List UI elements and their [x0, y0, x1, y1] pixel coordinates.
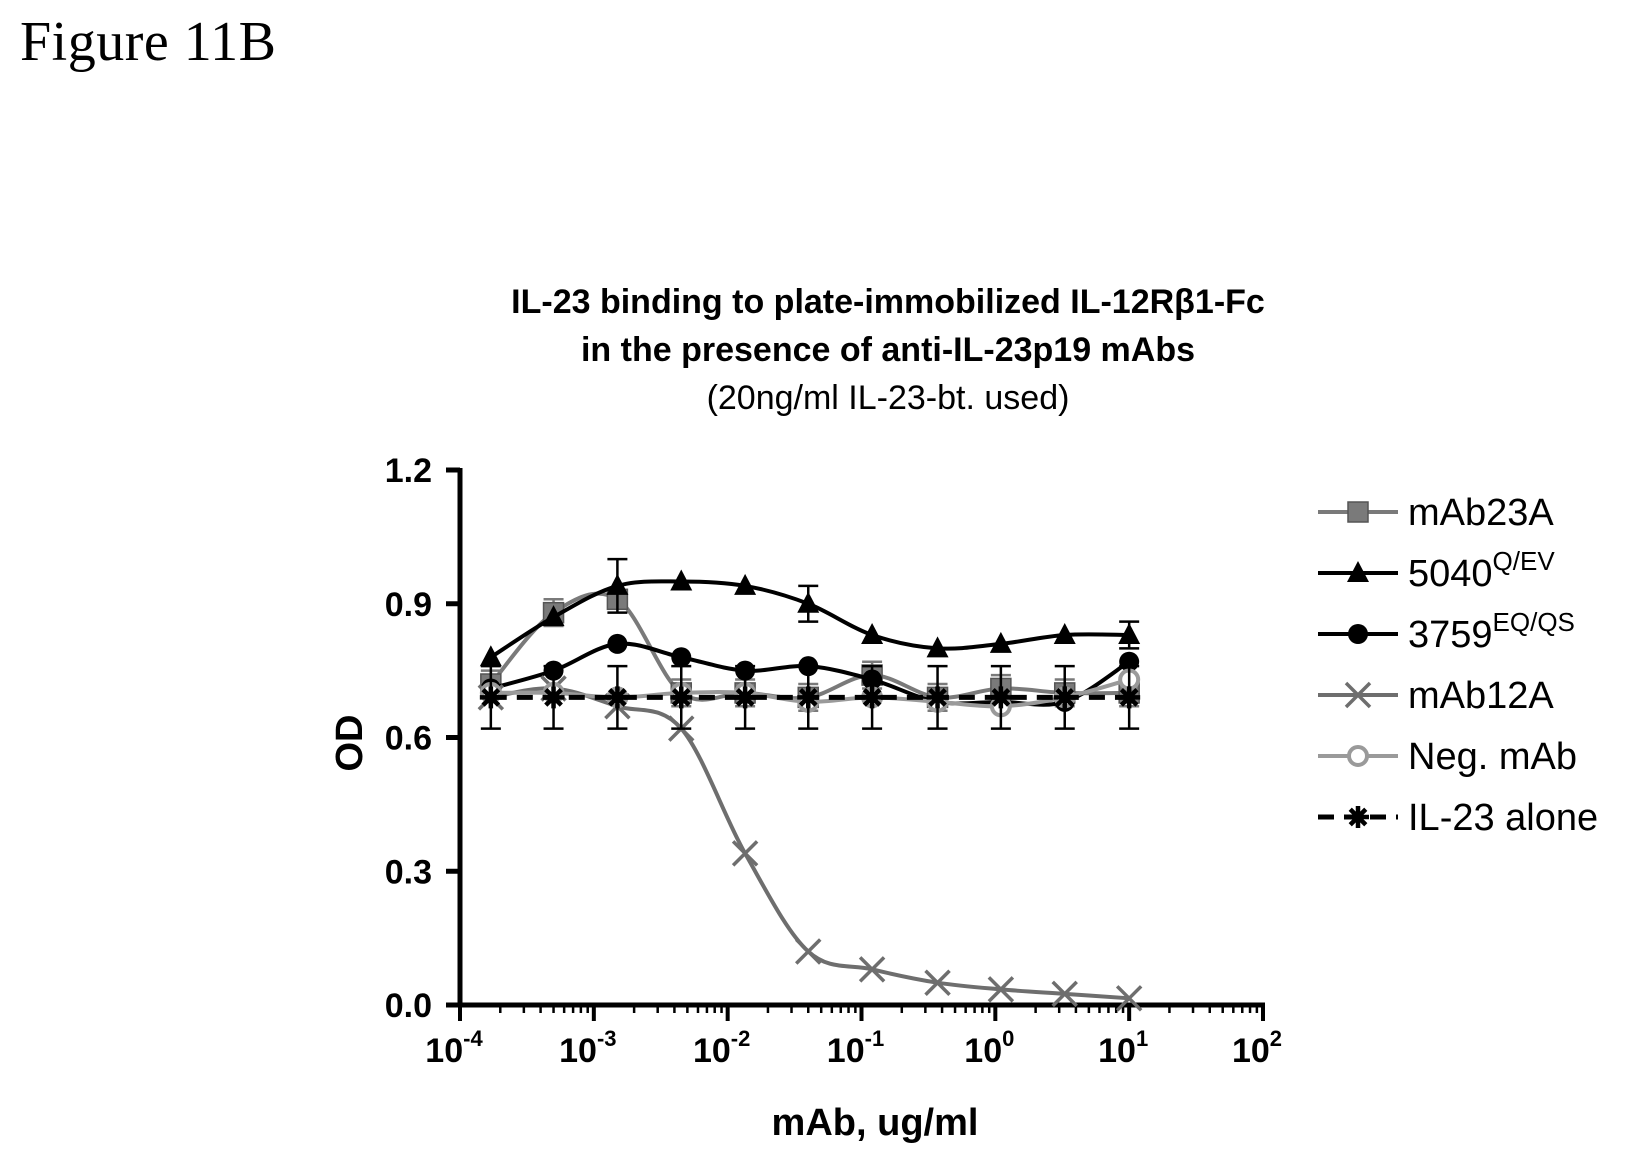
legend-label: mAb23A: [1408, 492, 1554, 534]
data-point: [797, 686, 820, 709]
series-6: [479, 664, 1141, 730]
data-point: [861, 686, 884, 709]
legend-label: 5040Q/EV: [1408, 546, 1555, 595]
legend-item: mAb12A: [1318, 675, 1554, 717]
data-point: [1118, 622, 1141, 644]
chart-title-line1: IL-23 binding to plate-immobilized IL-12…: [511, 283, 1265, 321]
x-tick-label: 10-4: [425, 1026, 483, 1070]
data-point: [606, 686, 629, 709]
data-point: [606, 573, 629, 595]
legend-label: Neg. mAb: [1408, 736, 1577, 778]
data-point: [858, 956, 886, 983]
legend-label: 3759EQ/QS: [1408, 607, 1575, 656]
data-point: [671, 647, 692, 668]
data-point: [542, 605, 565, 627]
series-layer: [477, 557, 1143, 1012]
legend-item: 3759EQ/QS: [1318, 607, 1575, 656]
y-tick-label: 1.2: [385, 452, 432, 490]
x-tick-label: 10-3: [559, 1026, 616, 1070]
data-point: [734, 686, 757, 709]
data-point: [479, 645, 502, 667]
y-tick-label: 0.6: [385, 720, 432, 758]
legend-item: Neg. mAb: [1318, 736, 1577, 778]
data-point: [926, 636, 949, 658]
data-point: [989, 686, 1012, 709]
data-point: [734, 573, 757, 595]
data-point: [989, 631, 1012, 653]
legend-item: 5040Q/EV: [1318, 546, 1555, 595]
legend-label: IL-23 alone: [1408, 797, 1598, 839]
x-tick-label: 101: [1098, 1026, 1148, 1070]
data-point: [924, 969, 951, 996]
data-point: [926, 686, 949, 709]
y-tick-label: 0.9: [385, 586, 432, 624]
series-line: [489, 579, 1130, 659]
data-point: [861, 622, 884, 644]
x-tick-label: 10-1: [827, 1026, 884, 1070]
data-point: [607, 633, 628, 654]
legend-marker: [1344, 681, 1372, 709]
y-tick-label: 0.0: [385, 987, 432, 1025]
data-point: [670, 569, 693, 591]
data-point: [797, 591, 820, 613]
legend-label: mAb12A: [1408, 675, 1554, 717]
legend: mAb23A 5040Q/EV 3759EQ/QS mAb12A Neg. mAb IL-…: [1318, 492, 1598, 839]
series-4: [477, 675, 1143, 1012]
legend-marker: [1348, 624, 1368, 644]
legend-marker: [1347, 501, 1369, 523]
data-point: [1051, 980, 1078, 1008]
series-2: [479, 557, 1141, 667]
data-point: [670, 686, 693, 709]
legend-item: mAb23A: [1318, 492, 1554, 534]
data-point: [1115, 985, 1143, 1012]
x-tick-label: 100: [964, 1026, 1014, 1070]
data-point: [795, 938, 822, 965]
series-line: [490, 686, 1130, 1001]
data-point: [731, 840, 759, 867]
data-point: [1118, 686, 1141, 709]
legend-marker: [1347, 745, 1369, 767]
data-point: [1053, 622, 1076, 644]
data-point: [542, 686, 565, 709]
x-tick-label: 102: [1232, 1026, 1282, 1070]
chart-title-line2: in the presence of anti-IL-23p19 mAbs: [581, 331, 1195, 369]
x-axis-title: mAb, ug/ml: [772, 1102, 979, 1144]
figure-label: Figure 11B: [20, 11, 277, 73]
legend-marker: [1347, 806, 1369, 828]
y-axis-title: OD: [329, 715, 371, 772]
data-point: [1053, 686, 1076, 709]
data-point: [479, 686, 502, 709]
legend-item: IL-23 alone: [1318, 797, 1598, 839]
axes: 0.0 0.3 0.6 0.9 1.2 10-4 10-3 10-2 10-1 100 101 102: [385, 452, 1282, 1070]
legend-marker: [1347, 561, 1369, 582]
y-tick-label: 0.3: [385, 853, 432, 891]
x-tick-label: 10-2: [693, 1026, 750, 1070]
chart-subtitle: (20ng/ml IL-23-bt. used): [707, 379, 1070, 417]
data-point: [987, 976, 1015, 1003]
